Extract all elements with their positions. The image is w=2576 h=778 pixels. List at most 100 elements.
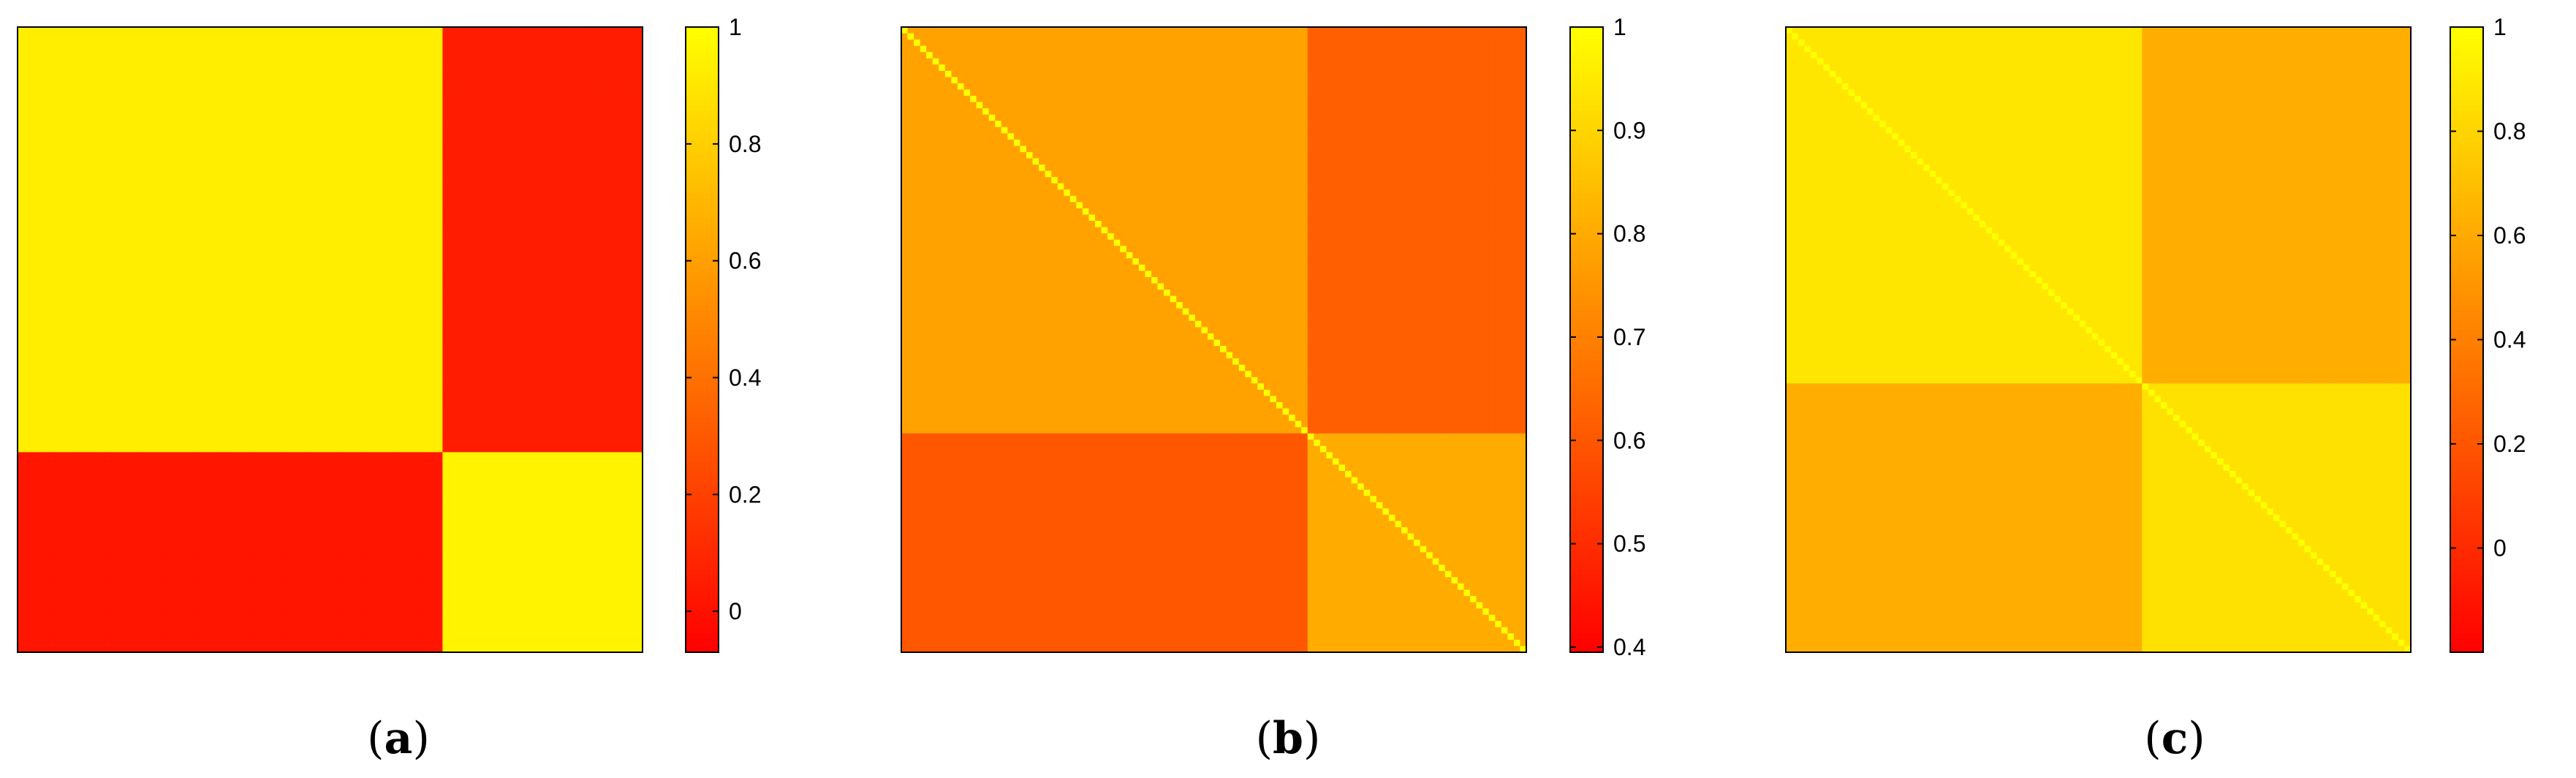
- heatmap-cell: [105, 171, 112, 178]
- heatmap-cell: [524, 296, 531, 303]
- heatmap-cell: [86, 71, 93, 78]
- heatmap-cell: [442, 177, 449, 184]
- heatmap-cell: [555, 246, 561, 252]
- heatmap-cell: [511, 240, 518, 246]
- heatmap-cell: [311, 284, 318, 290]
- heatmap-cell: [18, 290, 24, 296]
- heatmap-cell: [499, 165, 505, 171]
- heatmap-cell: [224, 27, 230, 34]
- heatmap-cell: [511, 258, 518, 265]
- heatmap-cell: [287, 83, 293, 90]
- heatmap-cell: [118, 265, 124, 271]
- heatmap-cell: [430, 27, 436, 34]
- heatmap-cell: [230, 46, 237, 53]
- heatmap-cell: [449, 39, 455, 46]
- heatmap-cell: [480, 146, 487, 152]
- heatmap-cell: [174, 309, 181, 315]
- heatmap-cell: [586, 327, 593, 333]
- heatmap-cell: [599, 146, 605, 152]
- heatmap-cell: [124, 296, 130, 303]
- heatmap-cell: [218, 215, 224, 222]
- heatmap-cell: [218, 196, 224, 203]
- heatmap-cell: [199, 246, 205, 252]
- heatmap-cell: [374, 165, 380, 171]
- heatmap-cell: [124, 177, 130, 184]
- heatmap-cell: [505, 189, 512, 196]
- heatmap-cell: [586, 58, 593, 65]
- heatmap-cell: [530, 159, 537, 165]
- heatmap-cell: [230, 258, 237, 265]
- heatmap-cell: [180, 83, 186, 90]
- heatmap-cell: [37, 189, 43, 196]
- heatmap-cell: [211, 115, 218, 121]
- heatmap-cell: [243, 121, 249, 127]
- heatmap-cell: [55, 159, 61, 165]
- heatmap-cell: [55, 333, 61, 340]
- heatmap-cell: [430, 258, 436, 265]
- heatmap-cell: [412, 265, 418, 271]
- heatmap-cell: [111, 140, 118, 146]
- heatmap-cell: [549, 290, 556, 296]
- heatmap-cell: [343, 221, 349, 227]
- heatmap-cell: [393, 27, 399, 34]
- heatmap-cell: [355, 77, 362, 83]
- heatmap-cell: [86, 196, 93, 203]
- heatmap-cell: [299, 302, 306, 309]
- heatmap-cell: [449, 258, 455, 265]
- heatmap-cell: [449, 327, 455, 333]
- heatmap-cell: [86, 208, 93, 215]
- heatmap-cell: [542, 64, 549, 71]
- heatmap-cell: [317, 277, 324, 284]
- heatmap-cell: [524, 121, 531, 127]
- heatmap-cell: [586, 227, 593, 234]
- heatmap-cell: [343, 77, 349, 83]
- heatmap-cell: [561, 71, 568, 78]
- heatmap-cell: [567, 152, 574, 159]
- heatmap-cell: [611, 284, 618, 290]
- heatmap-cell: [292, 333, 299, 340]
- heatmap-cell: [37, 284, 43, 290]
- heatmap-cell: [186, 290, 193, 296]
- heatmap-cell: [224, 246, 230, 252]
- heatmap-cell: [468, 108, 474, 115]
- heatmap-cell: [561, 121, 568, 127]
- heatmap-cell: [280, 121, 287, 127]
- heatmap-cell: [324, 140, 330, 146]
- heatmap-cell: [630, 52, 637, 58]
- heatmap-cell: [599, 202, 605, 208]
- heatmap-cell: [349, 233, 355, 240]
- heatmap-cell: [574, 27, 580, 34]
- heatmap-cell: [99, 140, 105, 146]
- heatmap-cell: [468, 265, 474, 271]
- heatmap-cell: [436, 121, 443, 127]
- heatmap-cell: [417, 52, 424, 58]
- heatmap-cell: [292, 27, 299, 34]
- heatmap-cell: [292, 52, 299, 58]
- heatmap-cell: [118, 246, 124, 252]
- heatmap-cell: [361, 64, 368, 71]
- heatmap-cell: [311, 108, 318, 115]
- heatmap-cell: [624, 233, 630, 240]
- heatmap-cell: [493, 58, 499, 65]
- heatmap-cell: [567, 27, 574, 34]
- heatmap-cell: [299, 52, 306, 58]
- heatmap-cell: [368, 77, 374, 83]
- heatmap-cell: [599, 252, 605, 259]
- heatmap-cell: [442, 290, 449, 296]
- heatmap-cell: [136, 83, 143, 90]
- heatmap-cell: [618, 133, 624, 140]
- heatmap-cell: [149, 246, 156, 252]
- heatmap-cell: [18, 46, 24, 53]
- heatmap-cell: [224, 309, 230, 315]
- heatmap-cell: [211, 265, 218, 271]
- heatmap-cell: [55, 146, 61, 152]
- heatmap-cell: [461, 189, 468, 196]
- heatmap-cell: [162, 90, 168, 97]
- heatmap-cell: [199, 83, 205, 90]
- heatmap-cell: [474, 71, 480, 78]
- heatmap-cell: [537, 202, 543, 208]
- heatmap-cell: [30, 96, 37, 102]
- heatmap-cell: [461, 252, 468, 259]
- heatmap-cell: [42, 64, 49, 71]
- heatmap-cell: [74, 327, 80, 333]
